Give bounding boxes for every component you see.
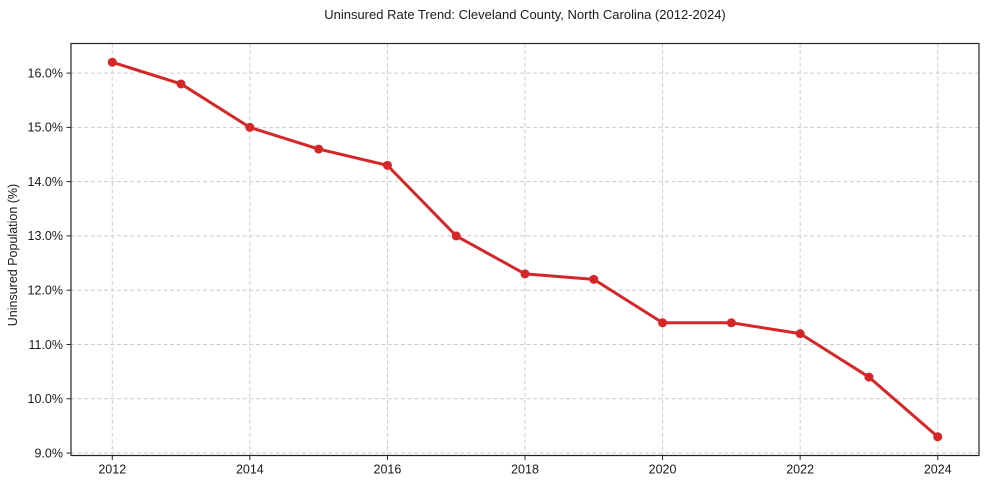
data-point [245, 122, 255, 132]
x-tick-label: 2014 [236, 463, 264, 477]
data-point [176, 79, 186, 89]
x-tick-label: 2012 [98, 463, 126, 477]
data-point [726, 318, 736, 328]
chart-title: Uninsured Rate Trend: Cleveland County, … [324, 7, 726, 22]
x-tick-label: 2018 [511, 463, 539, 477]
data-point [589, 274, 599, 284]
data-point [314, 144, 324, 154]
y-tick-label: 11.0% [28, 338, 63, 352]
data-point [451, 231, 461, 241]
y-tick-label: 12.0% [28, 284, 63, 298]
y-tick-label: 14.0% [28, 175, 63, 189]
data-point [933, 432, 943, 442]
x-tick-label: 2024 [924, 463, 952, 477]
y-tick-label: 16.0% [28, 66, 63, 80]
x-tick-label: 2022 [786, 463, 814, 477]
data-point [864, 372, 874, 382]
data-point [107, 57, 117, 67]
y-tick-label: 9.0% [35, 446, 64, 460]
y-tick-label: 13.0% [28, 229, 63, 243]
data-point [795, 329, 805, 339]
data-point [382, 160, 392, 170]
y-tick-label: 15.0% [28, 121, 63, 135]
y-tick-label: 10.0% [28, 392, 63, 406]
x-tick-label: 2020 [649, 463, 677, 477]
data-point [520, 269, 530, 279]
data-point [658, 318, 668, 328]
x-tick-label: 2016 [374, 463, 402, 477]
